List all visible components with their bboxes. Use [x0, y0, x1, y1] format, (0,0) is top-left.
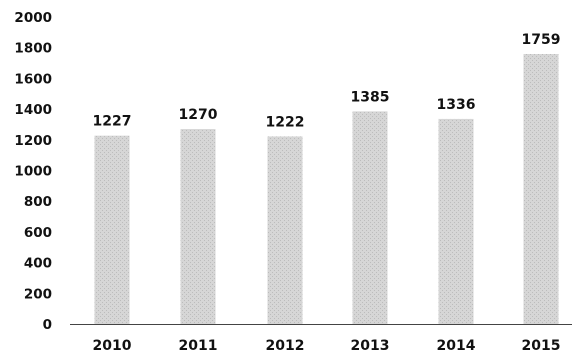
y-tick-label: 600: [24, 225, 52, 241]
y-tick-label: 1400: [14, 102, 52, 118]
data-label-2010: 1227: [93, 114, 132, 130]
bar-2012: [267, 136, 303, 324]
y-tick-label: 200: [24, 286, 52, 302]
data-label-2014: 1336: [437, 97, 476, 113]
y-tick-label: 1000: [14, 164, 52, 180]
data-label-2015: 1759: [522, 32, 561, 48]
x-tick-label: 2015: [522, 338, 561, 354]
y-tick-label: 1200: [14, 133, 52, 149]
bar-2015: [523, 53, 559, 324]
data-label-2012: 1222: [266, 114, 305, 130]
y-tick-label: 400: [24, 256, 52, 272]
bar-2011: [180, 129, 216, 324]
bar-2014: [438, 118, 474, 324]
x-axis: 2010 2011 2012 2013 2014 2015: [70, 324, 572, 354]
x-tick-label: 2010: [93, 338, 132, 354]
bars: [94, 53, 559, 324]
data-label-2013: 1385: [351, 89, 390, 105]
y-tick-label: 800: [24, 194, 52, 210]
y-tick-label: 1600: [14, 71, 52, 87]
data-labels: 1227 1270 1222 1385 1336 1759: [93, 32, 561, 130]
bar-2010: [94, 135, 130, 324]
x-tick-label: 2012: [266, 338, 305, 354]
y-tick-label: 0: [43, 317, 52, 333]
data-label-2011: 1270: [179, 107, 218, 123]
x-tick-label: 2013: [351, 338, 390, 354]
y-tick-label: 2000: [14, 10, 52, 26]
x-tick-label: 2014: [437, 338, 476, 354]
bar-2013: [352, 111, 388, 324]
y-axis: 0 200 400 600 800 1000 1200 1400 1600 1800 2000: [14, 10, 52, 333]
x-tick-label: 2011: [179, 338, 218, 354]
y-tick-label: 1800: [14, 41, 52, 57]
